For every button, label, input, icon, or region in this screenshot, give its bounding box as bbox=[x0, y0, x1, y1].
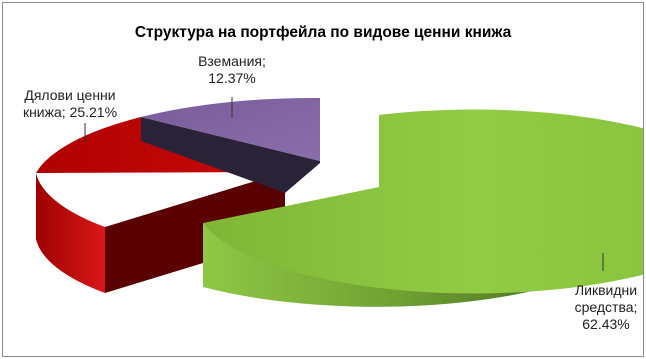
slice-equity-side bbox=[36, 173, 105, 293]
data-label-equity-name: Дялови ценни bbox=[24, 87, 116, 103]
pie-plot bbox=[36, 97, 643, 307]
data-label-equity: Дялови ценни книжа; 25.21% bbox=[6, 87, 134, 121]
pie-slice-liquid-assets bbox=[203, 109, 643, 307]
data-label-liquid-assets: Ликвидни средства; 62.43% bbox=[570, 282, 642, 333]
data-label-receivables-name: Вземания; bbox=[198, 53, 266, 69]
data-label-receivables-value: 12.37% bbox=[208, 70, 256, 86]
slice-liquid-top bbox=[203, 109, 643, 294]
slice-receivables-cut-face bbox=[141, 117, 320, 193]
data-label-liquid-value: 62.43% bbox=[582, 316, 630, 332]
slice-equity-cut-face bbox=[105, 172, 285, 293]
data-label-liquid-name-2: средства; bbox=[574, 299, 638, 315]
chart-title: Структура на портфейла по видове ценни к… bbox=[134, 24, 512, 41]
data-label-equity-value: книжа; 25.21% bbox=[22, 104, 118, 120]
data-label-receivables: Вземания; 12.37% bbox=[186, 53, 278, 87]
pie-slice-receivables bbox=[141, 97, 320, 193]
data-label-liquid-name-1: Ликвидни bbox=[574, 282, 638, 298]
slice-receivables-top bbox=[141, 97, 320, 161]
